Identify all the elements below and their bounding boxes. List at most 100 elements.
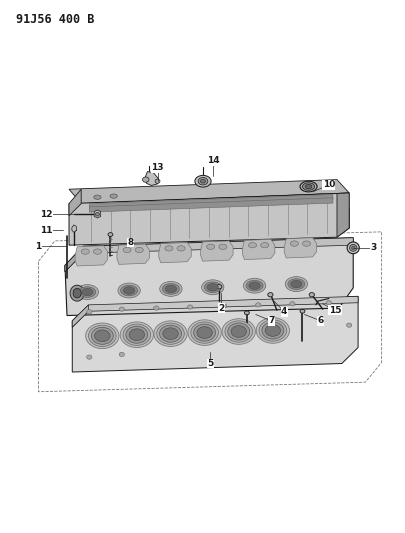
- Ellipse shape: [94, 195, 101, 199]
- Ellipse shape: [351, 246, 354, 249]
- Polygon shape: [284, 238, 316, 258]
- Polygon shape: [158, 243, 191, 263]
- Ellipse shape: [204, 282, 221, 293]
- Ellipse shape: [93, 249, 101, 254]
- Ellipse shape: [79, 287, 96, 297]
- Ellipse shape: [95, 212, 99, 216]
- Ellipse shape: [162, 328, 178, 340]
- Ellipse shape: [120, 285, 137, 296]
- Text: 6: 6: [317, 317, 323, 325]
- Text: 13: 13: [151, 164, 163, 172]
- Text: 10: 10: [322, 181, 334, 189]
- Ellipse shape: [190, 322, 218, 343]
- Ellipse shape: [200, 179, 205, 183]
- Ellipse shape: [120, 322, 153, 348]
- Polygon shape: [200, 241, 232, 261]
- Polygon shape: [145, 172, 158, 185]
- Text: 7: 7: [267, 317, 274, 325]
- Ellipse shape: [255, 303, 260, 307]
- Ellipse shape: [256, 318, 289, 343]
- Text: 5: 5: [207, 359, 213, 368]
- Ellipse shape: [261, 322, 283, 339]
- Polygon shape: [75, 246, 107, 266]
- Ellipse shape: [218, 244, 226, 249]
- Ellipse shape: [73, 288, 81, 298]
- Ellipse shape: [129, 329, 144, 341]
- Ellipse shape: [224, 321, 252, 342]
- Ellipse shape: [284, 277, 307, 292]
- Text: 11: 11: [40, 226, 53, 235]
- Ellipse shape: [123, 247, 131, 253]
- Text: 8: 8: [127, 238, 134, 247]
- Ellipse shape: [267, 293, 273, 297]
- Ellipse shape: [188, 320, 221, 345]
- Ellipse shape: [87, 355, 92, 359]
- Ellipse shape: [207, 284, 218, 291]
- Ellipse shape: [123, 287, 134, 294]
- Ellipse shape: [159, 325, 181, 342]
- Polygon shape: [69, 193, 348, 245]
- Ellipse shape: [222, 319, 255, 344]
- Polygon shape: [65, 246, 83, 272]
- Ellipse shape: [155, 179, 160, 183]
- Ellipse shape: [110, 194, 117, 198]
- Ellipse shape: [248, 243, 256, 248]
- Polygon shape: [94, 210, 100, 218]
- Ellipse shape: [309, 293, 313, 297]
- Ellipse shape: [81, 288, 93, 296]
- Text: 14: 14: [206, 157, 219, 165]
- Text: 12: 12: [40, 210, 53, 219]
- Ellipse shape: [349, 244, 356, 251]
- Polygon shape: [117, 244, 149, 264]
- Ellipse shape: [227, 323, 249, 340]
- Ellipse shape: [302, 241, 310, 246]
- Polygon shape: [65, 238, 352, 316]
- Ellipse shape: [258, 320, 286, 341]
- Polygon shape: [72, 225, 76, 232]
- Polygon shape: [72, 296, 357, 327]
- Ellipse shape: [345, 323, 351, 327]
- Ellipse shape: [206, 244, 214, 249]
- Polygon shape: [72, 305, 88, 327]
- Polygon shape: [65, 238, 352, 272]
- Ellipse shape: [244, 311, 249, 314]
- Text: 1: 1: [35, 242, 42, 251]
- Ellipse shape: [135, 247, 143, 253]
- Ellipse shape: [153, 306, 159, 310]
- Ellipse shape: [243, 278, 265, 293]
- Polygon shape: [72, 296, 357, 372]
- Ellipse shape: [81, 249, 89, 254]
- Ellipse shape: [305, 184, 311, 189]
- Ellipse shape: [201, 280, 224, 295]
- Ellipse shape: [87, 310, 92, 314]
- Ellipse shape: [287, 279, 304, 289]
- Ellipse shape: [85, 323, 119, 349]
- Ellipse shape: [165, 285, 176, 293]
- Text: 91J56 400 B: 91J56 400 B: [16, 13, 94, 26]
- Ellipse shape: [248, 282, 260, 289]
- Ellipse shape: [216, 285, 221, 289]
- Ellipse shape: [346, 242, 358, 254]
- Polygon shape: [242, 239, 274, 260]
- Text: 3: 3: [369, 244, 376, 252]
- Polygon shape: [81, 193, 348, 237]
- Ellipse shape: [70, 285, 84, 301]
- Polygon shape: [336, 193, 348, 237]
- Polygon shape: [89, 198, 332, 212]
- Ellipse shape: [119, 352, 124, 357]
- Ellipse shape: [142, 177, 149, 182]
- Ellipse shape: [230, 326, 246, 337]
- Ellipse shape: [88, 325, 116, 346]
- Text: 2: 2: [217, 304, 224, 312]
- Ellipse shape: [119, 307, 124, 311]
- Ellipse shape: [326, 301, 331, 305]
- Ellipse shape: [196, 327, 212, 338]
- Ellipse shape: [221, 304, 226, 308]
- Ellipse shape: [118, 283, 140, 298]
- Polygon shape: [69, 180, 348, 204]
- Ellipse shape: [302, 183, 314, 190]
- Ellipse shape: [260, 243, 268, 248]
- Ellipse shape: [299, 181, 316, 192]
- Ellipse shape: [289, 302, 294, 306]
- Ellipse shape: [198, 177, 207, 185]
